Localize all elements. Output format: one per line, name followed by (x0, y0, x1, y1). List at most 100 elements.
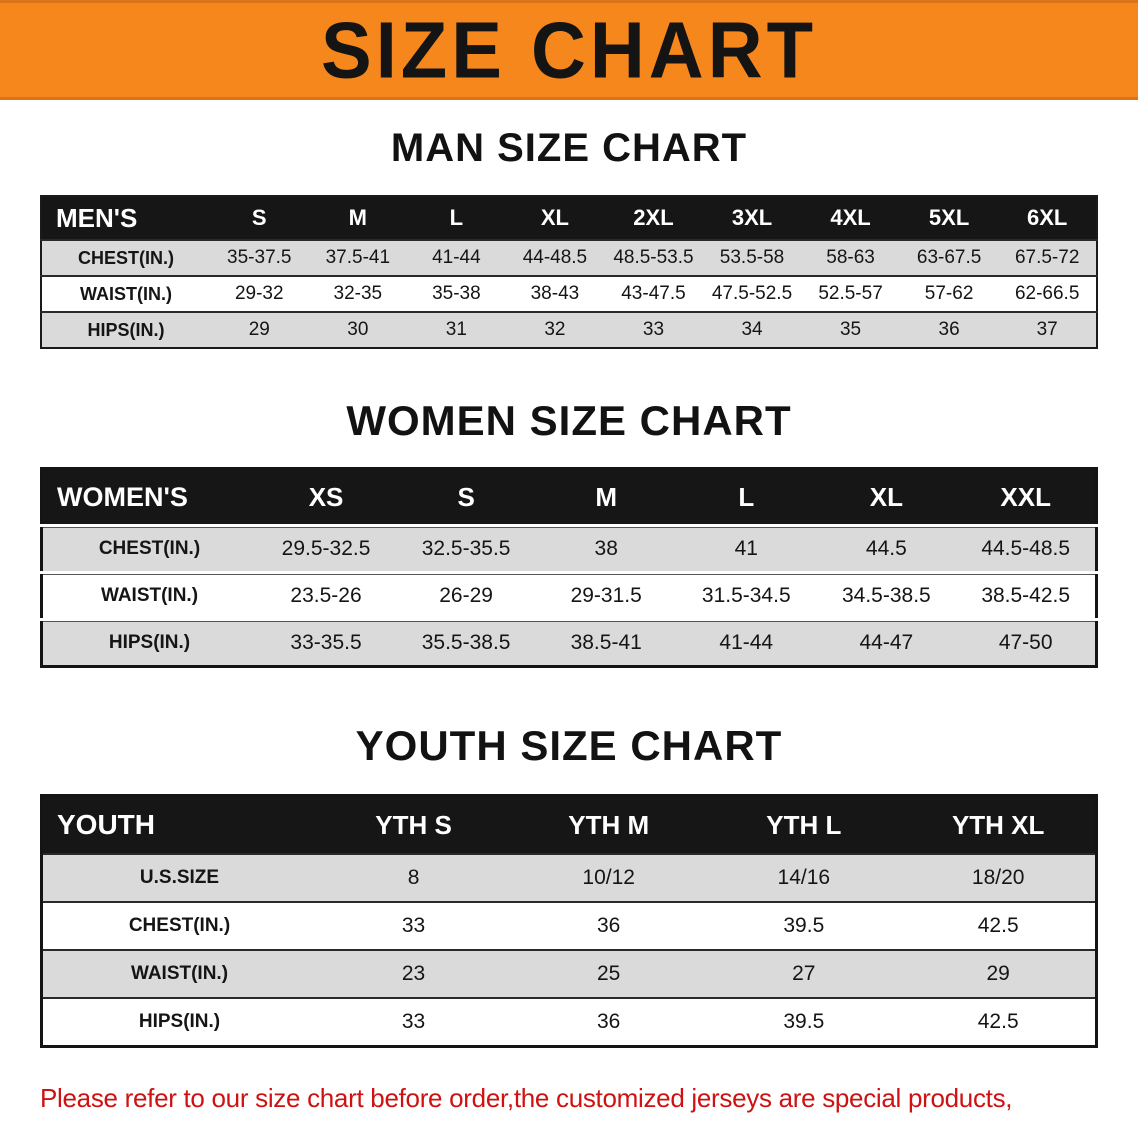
size-header-cell: 2XL (604, 196, 703, 240)
value-cell: 52.5-57 (801, 275, 900, 312)
value-cell: 44.5-48.5 (956, 524, 1097, 573)
value-cell: 43-47.5 (604, 275, 703, 312)
value-cell: 44-48.5 (505, 239, 605, 276)
value-cell: 18/20 (901, 853, 1097, 902)
row-label-cell: CHEST(IN.) (41, 901, 316, 950)
value-cell: 23 (316, 949, 512, 998)
value-cell: 29-31.5 (536, 571, 677, 620)
row-label-cell: HIPS(IN.) (41, 311, 210, 348)
value-cell: 14/16 (706, 853, 902, 902)
value-cell: 62-66.5 (998, 275, 1097, 312)
value-cell: 35-38 (407, 275, 506, 312)
men-section: MAN SIZE CHART MEN'S S M L XL 2XL 3XL 4XL 5XL 6XL… (0, 126, 1138, 349)
note-line-2: we don't accept cancel, change, teturn o… (40, 1122, 1108, 1132)
value-cell: 31 (407, 311, 506, 348)
value-cell: 33-35.5 (256, 618, 397, 667)
value-cell: 42.5 (901, 997, 1097, 1047)
value-cell: 33 (316, 997, 512, 1047)
women-size-table: WOMEN'S XS S M L XL XXL CHEST(IN.) 29.5-32.5 32.5… (40, 467, 1098, 668)
row-label-cell: U.S.SIZE (41, 853, 316, 902)
value-cell: 32 (505, 311, 605, 348)
value-cell: 35 (801, 311, 900, 348)
size-header-cell: YTH M (511, 795, 707, 854)
value-cell: 37 (998, 311, 1097, 348)
value-cell: 39.5 (706, 997, 902, 1047)
table-row: U.S.SIZE 8 10/12 14/16 18/20 (41, 853, 1097, 902)
men-size-table: MEN'S S M L XL 2XL 3XL 4XL 5XL 6XL CHEST(IN.) 35-37… (40, 195, 1098, 349)
table-row: WAIST(IN.) 29-32 32-35 35-38 38-43 43-47.5 47.… (41, 275, 1097, 312)
value-cell: 30 (308, 311, 408, 348)
value-cell: 36 (511, 901, 707, 950)
size-header-cell: M (536, 468, 677, 526)
value-cell: 48.5-53.5 (604, 239, 703, 276)
value-cell: 36 (511, 997, 707, 1047)
youth-section-heading: YOUTH SIZE CHART (355, 722, 783, 769)
size-header-cell: 6XL (998, 196, 1097, 240)
value-cell: 10/12 (511, 853, 707, 902)
youth-size-table: YOUTH YTH S YTH M YTH L YTH XL U.S.SIZE 8 10/12… (40, 794, 1098, 1048)
value-cell: 42.5 (901, 901, 1097, 950)
value-cell: 32-35 (308, 275, 408, 312)
value-cell: 38.5-42.5 (956, 571, 1097, 620)
value-cell: 35.5-38.5 (396, 618, 537, 667)
table-row: WAIST(IN.) 23 25 27 29 (41, 949, 1097, 998)
value-cell: 38 (536, 524, 677, 573)
note-line-1: Please refer to our size chart before or… (40, 1083, 1013, 1113)
table-header-row: YOUTH YTH S YTH M YTH L YTH XL (41, 795, 1097, 854)
value-cell: 41-44 (676, 618, 817, 667)
size-header-cell: L (676, 468, 817, 526)
value-cell: 36 (899, 311, 999, 348)
size-header-cell: XS (256, 468, 397, 526)
size-header-cell: YTH S (316, 795, 512, 854)
value-cell: 33 (316, 901, 512, 950)
value-cell: 37.5-41 (308, 239, 408, 276)
row-label-cell: WAIST(IN.) (41, 275, 210, 312)
size-header-cell: XL (816, 468, 957, 526)
value-cell: 67.5-72 (998, 239, 1097, 276)
table-row: HIPS(IN.) 29 30 31 32 33 34 35 36 37 (41, 311, 1097, 348)
row-label-cell: HIPS(IN.) (41, 997, 316, 1047)
value-cell: 8 (316, 853, 512, 902)
table-row: WAIST(IN.) 23.5-26 26-29 29-31.5 31.5-34.5 34… (41, 571, 1097, 620)
value-cell: 34 (702, 311, 802, 348)
row-label-cell: HIPS(IN.) (41, 618, 256, 667)
value-cell: 44-47 (816, 618, 957, 667)
table-row: CHEST(IN.) 33 36 39.5 42.5 (41, 901, 1097, 950)
value-cell: 47-50 (956, 618, 1097, 667)
women-section-heading: WOMEN SIZE CHART (346, 397, 792, 444)
youth-section: YOUTH SIZE CHART YOUTH YTH S YTH M YTH L YTH… (0, 722, 1138, 1048)
value-cell: 35-37.5 (210, 239, 309, 276)
size-header-cell: XXL (956, 468, 1097, 526)
size-header-cell: L (407, 196, 506, 240)
size-header-cell: 5XL (899, 196, 999, 240)
table-title-cell: YOUTH (41, 795, 316, 854)
value-cell: 63-67.5 (899, 239, 999, 276)
value-cell: 29-32 (210, 275, 309, 312)
banner: SIZE CHART (0, 0, 1138, 100)
table-title-cell: WOMEN'S (41, 468, 256, 526)
page-title: SIZE CHART (321, 5, 817, 95)
value-cell: 29 (210, 311, 309, 348)
size-header-cell: S (396, 468, 537, 526)
value-cell: 25 (511, 949, 707, 998)
table-row: CHEST(IN.) 29.5-32.5 32.5-35.5 38 41 44.5 44.5… (41, 524, 1097, 573)
value-cell: 57-62 (899, 275, 999, 312)
size-header-cell: 3XL (702, 196, 802, 240)
value-cell: 38.5-41 (536, 618, 677, 667)
row-label-cell: CHEST(IN.) (41, 239, 210, 276)
table-title-cell: MEN'S (41, 196, 210, 240)
value-cell: 41-44 (407, 239, 506, 276)
value-cell: 41 (676, 524, 817, 573)
value-cell: 34.5-38.5 (816, 571, 957, 620)
value-cell: 33 (604, 311, 703, 348)
value-cell: 32.5-35.5 (396, 524, 537, 573)
size-header-cell: 4XL (801, 196, 900, 240)
women-section: WOMEN SIZE CHART WOMEN'S XS S M L XL XXL CHEST(… (0, 397, 1138, 668)
value-cell: 27 (706, 949, 902, 998)
table-row: HIPS(IN.) 33 36 39.5 42.5 (41, 997, 1097, 1047)
footer-note: Please refer to our size chart before or… (0, 1076, 1138, 1132)
value-cell: 47.5-52.5 (702, 275, 802, 312)
value-cell: 26-29 (396, 571, 537, 620)
row-label-cell: WAIST(IN.) (41, 949, 316, 998)
